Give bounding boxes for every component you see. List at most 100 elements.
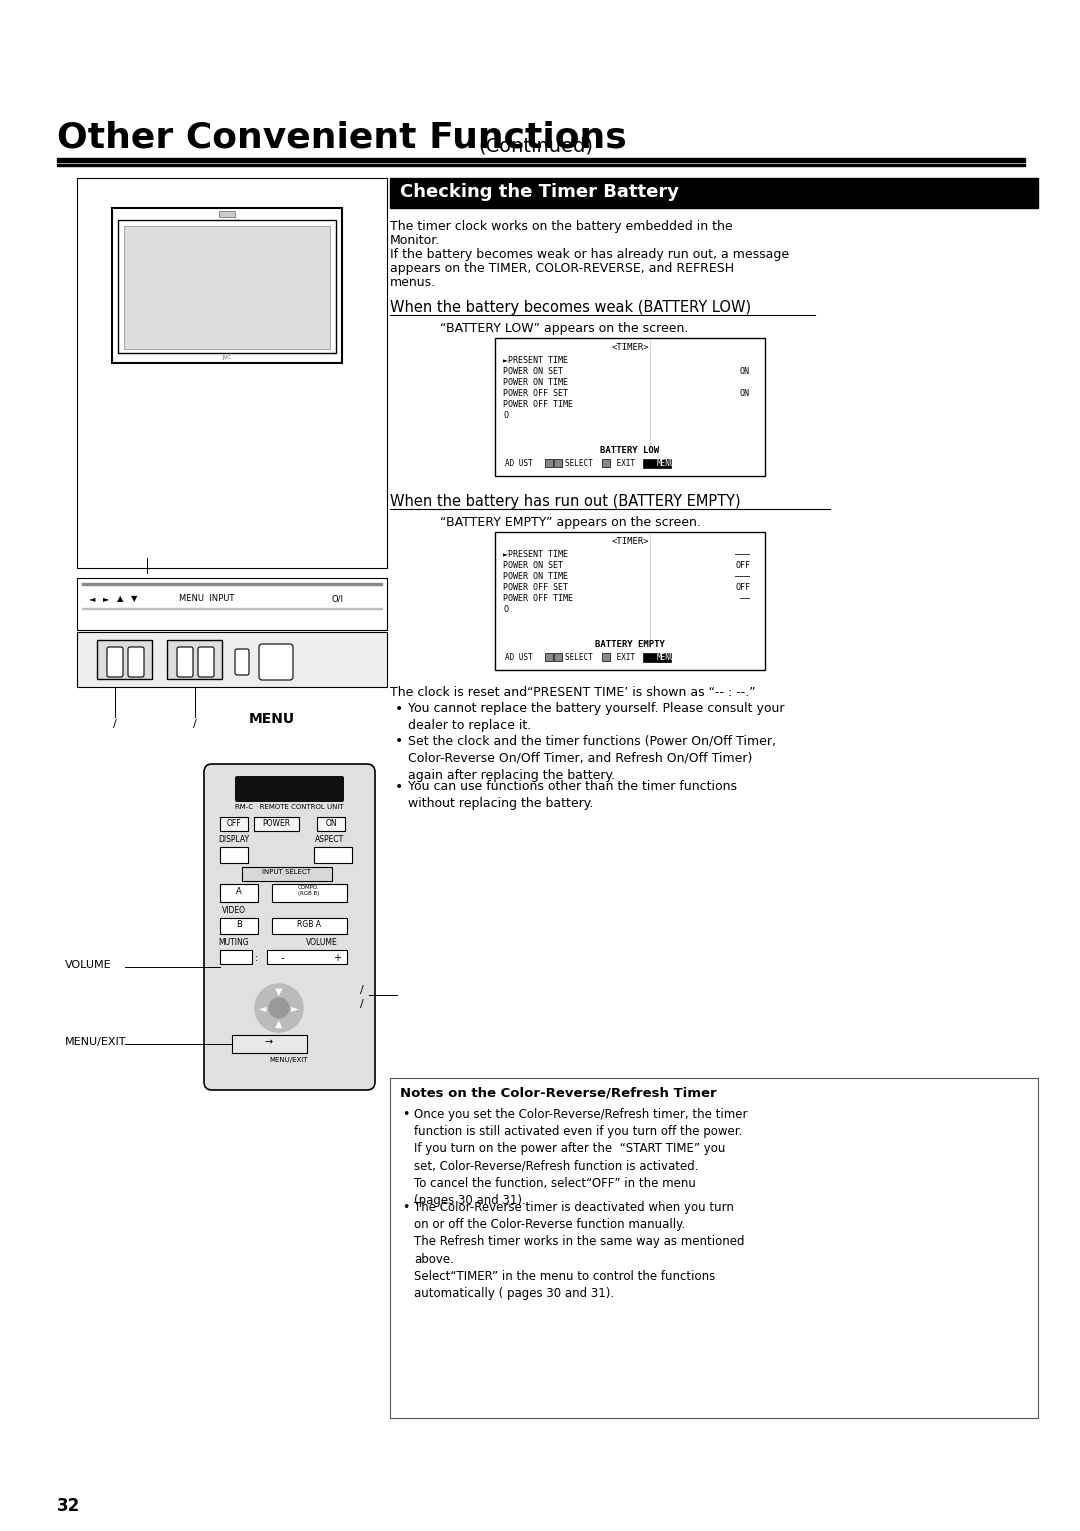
Text: ►: ► [292,1003,299,1014]
Text: →: → [265,1036,273,1047]
Text: MENU  INPUT: MENU INPUT [179,594,234,603]
Text: You can use functions other than the timer functions
without replacing the batte: You can use functions other than the tim… [408,779,737,810]
Text: “BATTERY EMPTY” appears on the screen.: “BATTERY EMPTY” appears on the screen. [440,516,701,530]
Text: MENU/EXIT: MENU/EXIT [65,1036,126,1047]
Text: O: O [503,410,508,419]
Text: ——: —— [740,594,750,603]
Bar [267,951,347,965]
FancyBboxPatch shape [129,648,144,677]
Text: appears on the TIMER, COLOR-REVERSE, and REFRESH: appears on the TIMER, COLOR-REVERSE, and… [390,262,734,276]
Bar [390,1078,1038,1418]
Text: /: / [360,984,364,995]
Text: menus.: menus. [390,276,436,289]
Bar [643,654,671,661]
Bar [167,640,222,680]
Text: <TIMER>: <TIMER> [611,343,649,352]
Text: POWER OFF SET: POWER OFF SET [503,389,568,398]
Text: MENU: MENU [248,712,295,726]
Bar [643,459,671,468]
Bar [220,818,248,831]
Text: POWER ON SET: POWER ON SET [503,560,563,570]
Text: DISPLAY: DISPLAY [218,834,249,844]
Text: POWER: POWER [262,819,291,828]
Bar [220,919,258,934]
Text: /: / [193,720,197,729]
Text: ON: ON [740,367,750,377]
Text: ▼: ▼ [131,594,137,603]
Text: MENU/EXIT: MENU/EXIT [270,1056,308,1063]
Text: OFF: OFF [735,583,750,592]
Bar [82,583,382,585]
FancyBboxPatch shape [198,648,214,677]
FancyBboxPatch shape [259,645,293,680]
Text: AD UST: AD UST [505,459,538,468]
Bar [77,632,387,687]
Text: When the battery has run out (BATTERY EMPTY): When the battery has run out (BATTERY EM… [390,495,741,508]
Text: (Continued): (Continued) [478,136,593,155]
Text: If the battery becomes weak or has already run out, a message: If the battery becomes weak or has alrea… [390,248,789,260]
Text: /: / [360,1000,364,1009]
Text: MENU: MENU [657,654,675,661]
Bar [57,164,1025,165]
Bar [118,220,336,354]
Text: POWER ON TIME: POWER ON TIME [503,573,568,580]
Bar [254,818,299,831]
Text: ◄: ◄ [259,1003,267,1014]
Bar [602,654,610,661]
Bar [495,531,765,671]
Bar [219,211,235,217]
Text: O/I: O/I [330,594,343,603]
Text: ON: ON [325,819,337,828]
Bar [554,654,562,661]
Bar [554,459,562,467]
Text: The Color-Reverse timer is deactivated when you turn
on or off the Color-Reverse: The Color-Reverse timer is deactivated w… [414,1200,744,1300]
Text: +: + [333,952,341,963]
Text: POWER ON SET: POWER ON SET [503,367,563,377]
Bar [272,919,347,934]
Bar [124,227,330,349]
Text: O: O [503,605,508,614]
Text: EXIT: EXIT [612,654,639,661]
Circle shape [255,984,303,1032]
Text: •: • [395,779,403,795]
Bar [545,459,553,467]
Text: The timer clock works on the battery embedded in the: The timer clock works on the battery emb… [390,220,732,233]
Text: ►: ► [103,594,109,603]
Text: •: • [395,703,403,717]
Text: A: A [237,886,242,896]
Text: MENU: MENU [657,459,675,468]
Text: ———: ——— [735,573,750,580]
Text: POWER OFF TIME: POWER OFF TIME [503,594,573,603]
Bar [495,338,765,476]
Text: ———: ——— [735,550,750,559]
Text: •: • [395,733,403,749]
Text: Monitor.: Monitor. [390,234,441,246]
Text: •: • [402,1108,409,1121]
Text: ►PRESENT TIME: ►PRESENT TIME [503,550,568,559]
Text: 32: 32 [57,1497,80,1516]
Text: OFF: OFF [735,560,750,570]
Text: Once you set the Color-Reverse/Refresh timer, the timer
function is still activa: Once you set the Color-Reverse/Refresh t… [414,1108,747,1206]
Text: :: : [255,952,258,963]
Text: EXIT: EXIT [612,459,639,468]
Bar [77,579,387,629]
Text: When the battery becomes weak (BATTERY LOW): When the battery becomes weak (BATTERY L… [390,300,751,315]
Text: /: / [113,720,117,729]
Bar [602,459,610,467]
Bar [57,158,1025,162]
FancyBboxPatch shape [235,649,249,675]
Text: BATTERY LOW: BATTERY LOW [600,446,660,455]
Bar [314,847,352,863]
Text: B: B [237,920,242,929]
Text: ▲: ▲ [275,1020,283,1029]
Text: ►PRESENT TIME: ►PRESENT TIME [503,357,568,364]
Text: Other Convenient Functions: Other Convenient Functions [57,121,626,155]
Text: VOLUME: VOLUME [65,960,111,971]
Text: SELECT: SELECT [565,459,597,468]
Text: “BATTERY LOW” appears on the screen.: “BATTERY LOW” appears on the screen. [440,322,688,335]
Text: BATTERY EMPTY: BATTERY EMPTY [595,640,665,649]
Bar [220,847,248,863]
Text: Notes on the Color-Reverse/Refresh Timer: Notes on the Color-Reverse/Refresh Timer [400,1085,717,1099]
Bar [232,1035,307,1053]
Text: ASPECT: ASPECT [315,834,345,844]
